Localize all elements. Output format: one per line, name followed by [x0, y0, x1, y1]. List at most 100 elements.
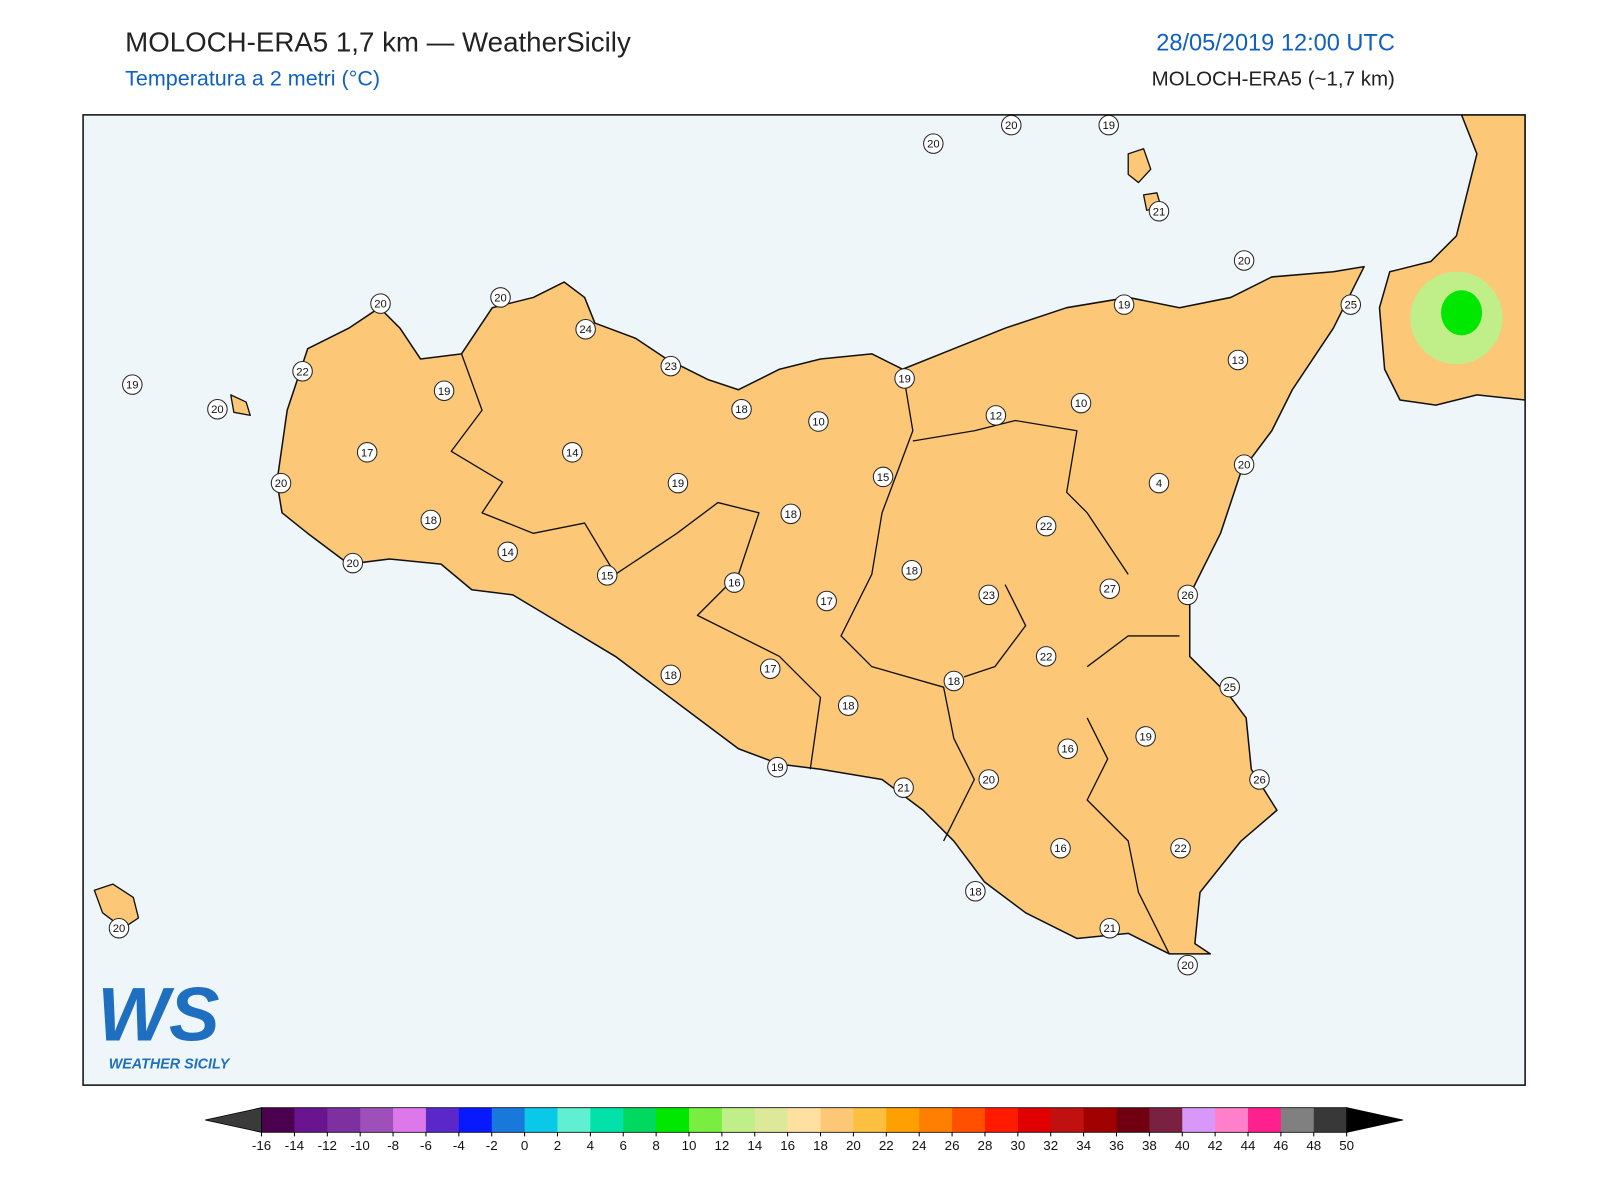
colorbar-frame [261, 1107, 1348, 1133]
colorbar-swatch [623, 1107, 657, 1133]
station: 19 [1113, 294, 1135, 315]
colorbar-swatch [1313, 1107, 1348, 1133]
station-marker [1219, 676, 1240, 698]
station-marker [207, 398, 228, 420]
station: 13 [1227, 349, 1249, 371]
station: 23 [660, 355, 682, 377]
station: 12 [985, 405, 1007, 426]
station-value: 16 [1061, 744, 1074, 756]
station-value: 17 [764, 664, 777, 676]
station: 22 [1170, 837, 1191, 859]
colorbar-tick-label: -2 [486, 1138, 498, 1153]
station-marker [837, 695, 859, 716]
station: 14 [497, 541, 518, 563]
station-value: 10 [1075, 398, 1088, 410]
province-borders [450, 353, 1180, 955]
station-marker [270, 472, 292, 494]
colorbar-swatch [787, 1107, 822, 1133]
colorbar-swatch [853, 1107, 887, 1133]
station-value: 18 [948, 676, 961, 688]
station-value: 26 [1181, 590, 1194, 602]
colorbar-swatch [984, 1107, 1019, 1133]
station-value: 22 [1174, 843, 1187, 855]
colorbar: -16 -14 -12 -10 -8 -6 -4 -2 0 2 4 6 8 10 12 14 16 18 20 22 2… [205, 1107, 1404, 1153]
station-value: 22 [1040, 521, 1053, 533]
station: 18 [965, 881, 986, 902]
station: 19 [433, 380, 455, 402]
station-value: 20 [927, 139, 940, 151]
colorbar-swatch [919, 1107, 953, 1133]
colorbar-swatch [1149, 1107, 1183, 1133]
station: 20 [978, 769, 999, 790]
station-marker [1340, 294, 1362, 315]
colorbar-swatch [458, 1107, 493, 1133]
station-marker [1035, 646, 1057, 667]
station: 20 [108, 917, 130, 939]
title: MOLOCH-ERA5 1,7 km — WeatherSicily [125, 26, 631, 57]
station-marker [1135, 726, 1156, 747]
station: 17 [816, 590, 837, 612]
station: 19 [122, 374, 143, 395]
station: 18 [731, 398, 752, 420]
stations: 20 20 19 21 20 25 19 13 20 20 24 23 22 19 19 20 19 18 10 12… [108, 114, 1362, 976]
logo-mark: WS [97, 973, 219, 1058]
station-marker [342, 552, 364, 574]
station: 20 [270, 472, 292, 494]
colorbar-tick-label: 38 [1142, 1138, 1157, 1153]
station-marker [759, 658, 781, 679]
station-value: 14 [501, 547, 514, 559]
colorbar-tick-label: 4 [587, 1138, 595, 1153]
station-value: 20 [494, 292, 507, 304]
station-value: 18 [842, 701, 855, 713]
station: 10 [1070, 392, 1092, 414]
island [230, 394, 251, 417]
station-value: 16 [1054, 843, 1067, 855]
colorbar-tick-label: 26 [945, 1138, 960, 1153]
station-marker [575, 318, 596, 340]
colorbar-swatch [425, 1107, 460, 1133]
station: 20 [1001, 114, 1022, 136]
colorbar-tick-label: 36 [1109, 1138, 1124, 1153]
colorbar-swatch [689, 1107, 723, 1133]
colorbar-tick-label: -14 [285, 1138, 305, 1153]
station-value: 18 [665, 670, 678, 682]
station: 19 [1098, 114, 1119, 136]
station-value: 20 [982, 774, 995, 786]
station-value: 17 [361, 447, 374, 459]
colorbar-swatch [393, 1107, 427, 1133]
station-marker [1070, 392, 1092, 414]
station-marker [767, 756, 788, 778]
colorbar-tick-label: 24 [912, 1138, 927, 1153]
colorbar-swatch [1248, 1107, 1282, 1133]
colorbar-tick-label: -8 [387, 1138, 399, 1153]
colorbar-over [1346, 1107, 1404, 1133]
station-value: 27 [1103, 584, 1116, 596]
station-marker [1233, 454, 1255, 475]
station: 20 [370, 293, 391, 314]
station-marker [731, 398, 752, 420]
colorbar-tick-label: 48 [1306, 1138, 1321, 1153]
station: 18 [901, 559, 923, 581]
station: 25 [1219, 676, 1240, 698]
station-value: 25 [1223, 682, 1236, 694]
colorbar-tick-label: -4 [453, 1138, 465, 1153]
station-value: 4 [1156, 478, 1162, 490]
station-value: 18 [785, 509, 798, 521]
station: 20 [923, 133, 944, 154]
station-marker [292, 361, 313, 382]
station-value: 21 [1103, 923, 1116, 935]
colorbar-tick-label: 46 [1273, 1138, 1288, 1153]
station: 23 [978, 584, 999, 606]
colorbar-swatch [656, 1107, 690, 1133]
colorbar-swatch [491, 1107, 526, 1133]
station: 18 [420, 509, 442, 531]
station-value: 20 [113, 923, 126, 935]
station: 24 [575, 318, 596, 340]
station-marker [122, 374, 143, 395]
station: 17 [759, 658, 781, 679]
station: 22 [292, 361, 313, 382]
station-marker [1113, 294, 1135, 315]
map-frame [82, 114, 1526, 1086]
station-value: 19 [898, 373, 911, 385]
station-marker [562, 442, 583, 463]
